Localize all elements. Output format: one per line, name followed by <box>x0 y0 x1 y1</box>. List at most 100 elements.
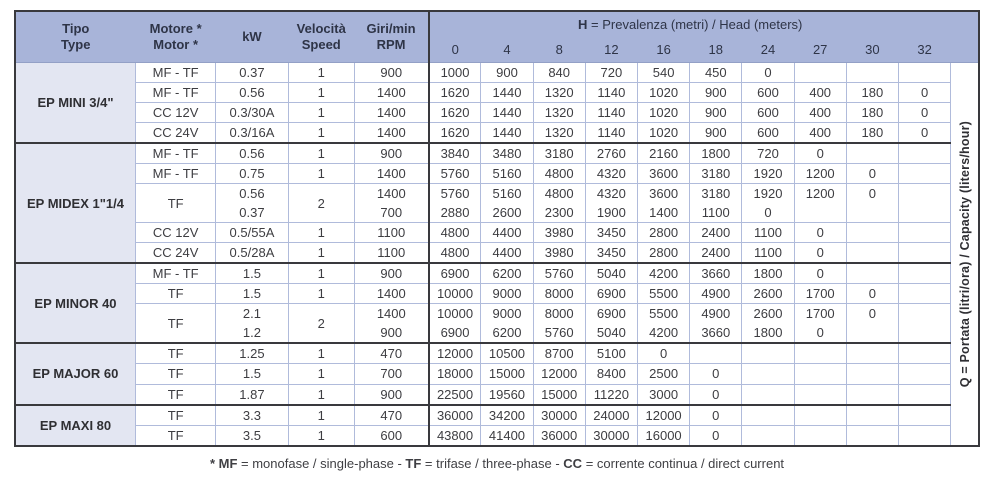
cell-motor: CC 12V <box>135 222 217 244</box>
cell-capacity-h0: 36000 <box>428 404 482 426</box>
cell-capacity-h16: 12000 <box>637 404 691 426</box>
table-row: EP MIDEX 1"1/4 MF - TF 0.56 1 900 3840 3480 318… <box>15 143 979 265</box>
cell-capacity-h32 <box>898 404 952 426</box>
cell-speed: 1 <box>288 242 355 265</box>
cell-capacity-h0: 22500 <box>428 384 482 406</box>
cell-rpm: 900 <box>354 323 430 345</box>
cell-capacity-h4: 34200 <box>480 404 534 426</box>
cell-rpm: 1400 <box>354 283 430 305</box>
cell-capacity-h30 <box>846 242 900 265</box>
cell-motor: CC 12V <box>135 102 217 124</box>
cell-capacity-h4: 2600 <box>480 203 534 224</box>
cell-capacity-h32 <box>898 183 952 204</box>
cell-rpm: 1400 <box>354 122 430 145</box>
cell-capacity-h32 <box>898 263 952 285</box>
cell-rpm: 1100 <box>354 242 430 265</box>
cell-capacity-h16: 5500 <box>637 283 691 305</box>
header-row-2: 0 4 8 12 16 18 24 27 30 32 <box>15 38 979 63</box>
column-header-line: Type <box>61 37 91 52</box>
cell-capacity-h8: 840 <box>533 62 586 84</box>
cell-kw: 0.3/30A <box>215 102 289 124</box>
head-value-header: 27 <box>794 38 847 63</box>
cell-capacity-h16: 0 <box>637 343 691 365</box>
cell-motor: MF - TF <box>135 143 217 165</box>
table-row: CC 12V 0.3/30A 1 1400 1620 1440 1320 1140 1020 90… <box>15 102 979 124</box>
cell-capacity-h12: 720 <box>585 62 638 84</box>
cell-capacity-h4: 9000 <box>480 283 534 305</box>
cell-kw: 0.37 <box>215 203 289 224</box>
cell-rpm: 1100 <box>354 222 430 244</box>
cell-capacity-h30: 0 <box>846 303 900 324</box>
cell-capacity-h16: 540 <box>637 62 691 84</box>
cell-capacity-h16: 2800 <box>637 222 691 244</box>
cell-capacity-h32 <box>898 203 952 224</box>
cell-capacity-h27 <box>794 203 847 224</box>
cell-capacity-h24: 1100 <box>741 222 795 244</box>
column-header-line: Velocità <box>296 21 346 37</box>
cell-capacity-h32 <box>898 303 952 324</box>
table-row: EP MINI 3/4" MF - TF 0.37 1 900 1000 900 840 720… <box>15 62 979 447</box>
cell-capacity-h8: 8000 <box>533 303 586 324</box>
cell-capacity-h12: 1140 <box>585 82 638 104</box>
cell-kw: 0.5/55A <box>215 222 289 244</box>
column-header: Tipo Type <box>15 11 136 63</box>
table-row: EP MINOR 40 MF - TF 1.5 1 900 6900 6200 5760 504… <box>15 263 979 345</box>
cell-capacity-h18: 0 <box>689 384 743 406</box>
cell-speed: 1 <box>288 425 355 447</box>
cell-speed: 1 <box>288 363 355 385</box>
cell-capacity-h12: 11220 <box>585 384 638 406</box>
table-row: MF - TF 0.56 1 1400 1620 1440 1320 1140 1020 900 6… <box>15 82 979 104</box>
cell-motor: TF <box>135 363 217 385</box>
cell-kw: 1.5 <box>215 263 289 285</box>
cell-speed: 1 <box>288 404 355 426</box>
cell-capacity-h8: 4800 <box>533 183 586 204</box>
cell-capacity-h24 <box>741 404 795 426</box>
footnote-abbrev: CC <box>563 456 583 471</box>
cell-rpm: 1400 <box>354 102 430 124</box>
cell-motor: TF <box>135 303 217 345</box>
cell-capacity-h16: 1020 <box>637 102 691 124</box>
cell-motor: CC 24V <box>135 122 217 145</box>
cell-capacity-h16: 4200 <box>637 263 691 285</box>
cell-kw: 1.5 <box>215 363 289 385</box>
capacity-axis-label: Q = Portata (litri/ora) / Capacity (lite… <box>958 121 972 387</box>
table-row: TF 1.5 1 1400 10000 9000 8000 6900 5500 4900 2600 1… <box>15 283 979 305</box>
cell-capacity-h27: 400 <box>794 122 847 145</box>
footnote-text: = monofase / single-phase - <box>237 456 406 471</box>
table-row: TF 3.5 1 600 43800 41400 36000 30000 16000 0 <box>15 425 979 447</box>
cell-capacity-h0: 18000 <box>428 363 482 385</box>
cell-capacity-h8: 5760 <box>533 263 586 285</box>
cell-rpm: 1400 <box>354 303 430 324</box>
cell-capacity-h27: 0 <box>794 222 847 244</box>
table-row: 1.2 900 6900 6200 5760 5040 4200 3660 1800 0 <box>15 323 979 345</box>
cell-capacity-h0: 1620 <box>428 122 482 145</box>
column-header-line: Tipo <box>62 21 90 37</box>
cell-kw: 0.56 <box>215 143 289 165</box>
cell-motor: TF <box>135 384 217 406</box>
cell-capacity-h18: 900 <box>689 122 743 145</box>
cell-capacity-h4: 1440 <box>480 122 534 145</box>
head-value-header: 24 <box>741 38 795 63</box>
cell-capacity-h30: 0 <box>846 163 900 185</box>
cell-capacity-h16: 3000 <box>637 384 691 406</box>
cell-capacity-h12: 4320 <box>585 183 638 204</box>
group-name-cell: EP MAXI 80 <box>15 404 136 448</box>
footnote-text: = trifase / three-phase - <box>421 456 564 471</box>
cell-capacity-h4: 4400 <box>480 242 534 265</box>
cell-capacity-h12: 6900 <box>585 283 638 305</box>
pump-spec-table: Tipo Type Motore * Motor * kW Velocità Speed Gi… <box>14 10 980 448</box>
cell-capacity-h4: 1440 <box>480 102 534 124</box>
cell-capacity-h30 <box>846 62 900 84</box>
cell-capacity-h4: 41400 <box>480 425 534 447</box>
head-meters-header: H = Prevalenza (metri) / Head (meters) <box>428 11 951 38</box>
cell-motor: TF <box>135 183 217 224</box>
cell-capacity-h12: 1140 <box>585 122 638 145</box>
cell-speed: 1 <box>288 102 355 124</box>
cell-capacity-h18 <box>689 343 743 365</box>
cell-capacity-h16: 1020 <box>637 82 691 104</box>
cell-capacity-h30: 180 <box>846 82 900 104</box>
cell-capacity-h16: 4200 <box>637 323 691 345</box>
cell-capacity-h12: 1140 <box>585 102 638 124</box>
head-meters-prefix: H <box>578 17 588 33</box>
cell-capacity-h12: 4320 <box>585 163 638 185</box>
